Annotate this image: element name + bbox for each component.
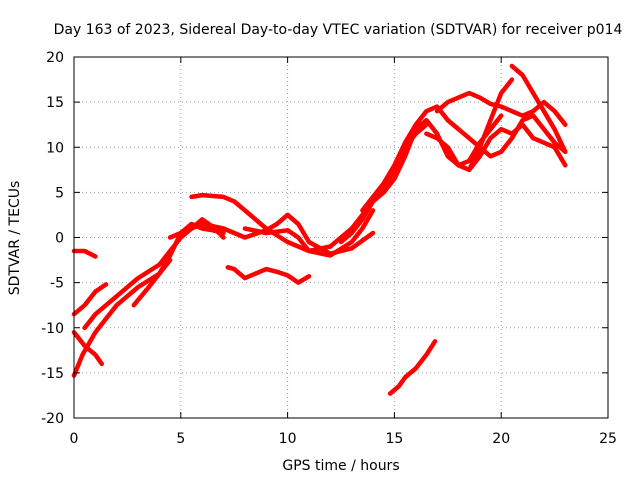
y-tick-label: -20 xyxy=(41,411,64,427)
series-arc-12 xyxy=(328,113,504,249)
series-arc-18 xyxy=(466,77,515,173)
series-arc-8 xyxy=(167,212,376,256)
series-arc-1 xyxy=(71,248,98,259)
y-tick-label: 5 xyxy=(55,185,64,201)
x-tick-label: 20 xyxy=(492,431,510,447)
x-tick-label: 5 xyxy=(176,431,185,447)
y-tick-label: -5 xyxy=(50,276,64,292)
x-tick-label: 25 xyxy=(599,431,617,447)
y-tick-label: 20 xyxy=(46,50,64,66)
series-arc-4 xyxy=(71,282,109,317)
series-arc-10 xyxy=(242,226,333,254)
y-tick-label: -15 xyxy=(41,366,64,382)
y-tick-label: 10 xyxy=(46,140,64,156)
series-arc-15 xyxy=(434,90,568,127)
x-axis-label: GPS time / hours xyxy=(282,458,399,474)
y-tick-label: 15 xyxy=(46,95,64,111)
tick-layer: -20 -15 -10 -5 0 5 10 15 20 0 5 10 15 20 25 xyxy=(41,50,617,447)
y-tick-label: 0 xyxy=(55,231,64,247)
x-tick-label: 15 xyxy=(385,431,403,447)
series-arc-6 xyxy=(131,257,173,308)
series-arc-9 xyxy=(225,265,312,285)
series-arc-5 xyxy=(82,217,226,331)
series-arc-7 xyxy=(189,192,376,258)
series-arc-19 xyxy=(387,339,438,396)
series-layer xyxy=(71,63,568,396)
y-tick-label: -10 xyxy=(41,321,64,337)
chart-title: Day 163 of 2023, Sidereal Day-to-day VTE… xyxy=(54,22,623,38)
series-arc-17 xyxy=(509,63,568,155)
series-arc-13 xyxy=(360,104,461,213)
x-tick-label: 0 xyxy=(70,431,79,447)
series-arc-14 xyxy=(424,122,568,173)
series-arc-16 xyxy=(445,113,568,159)
x-tick-label: 10 xyxy=(279,431,297,447)
series-arc-2 xyxy=(71,330,105,367)
y-axis-label: SDTVAR / TECUs xyxy=(7,181,23,296)
